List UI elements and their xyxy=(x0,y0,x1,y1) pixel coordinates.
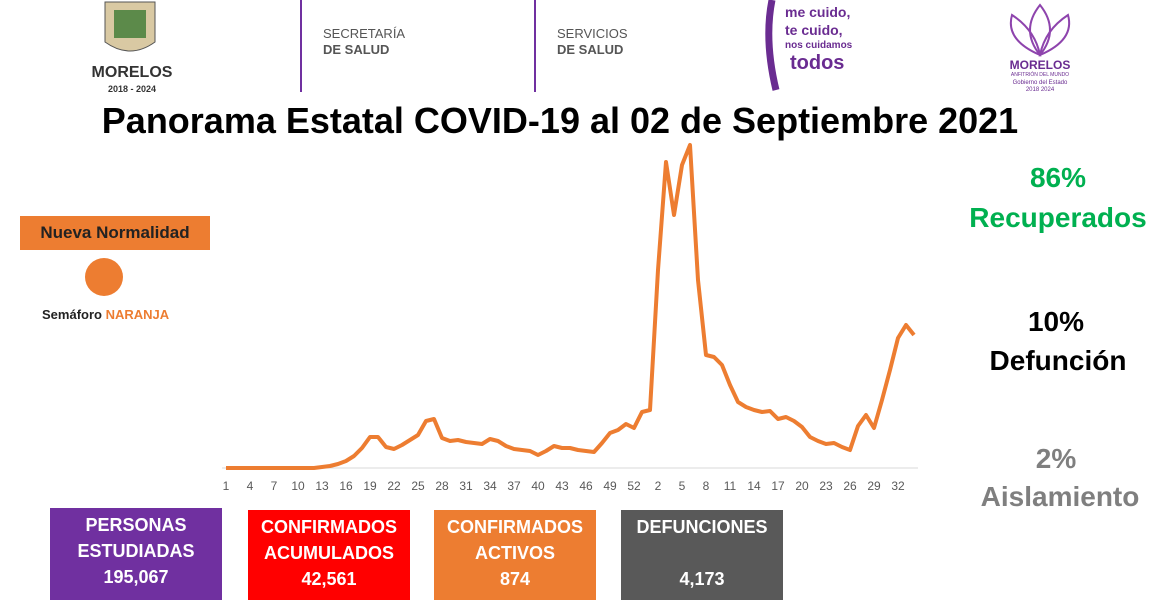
right-logo-tagline: ANFITRIÓN DEL MUNDO xyxy=(1010,72,1070,78)
slogan-line: nos cuidamos xyxy=(785,40,853,51)
x-tick-label: 20 xyxy=(795,479,809,493)
slogan-line: todos xyxy=(790,52,845,74)
x-tick-label: 37 xyxy=(507,479,521,493)
stat-value: 195,067 xyxy=(103,567,169,587)
rate-value: 10% xyxy=(1027,306,1085,337)
x-tick-label: 40 xyxy=(531,479,545,493)
secretaria-line: SECRETARÍA xyxy=(323,26,406,41)
x-tick-label: 1 xyxy=(223,479,230,493)
x-tick-label: 46 xyxy=(579,479,593,493)
stat-title: ESTUDIADAS xyxy=(77,541,195,561)
divider xyxy=(534,0,536,92)
x-tick-label: 32 xyxy=(891,479,905,493)
stat-box: DEFUNCIONES 4,173 xyxy=(621,510,783,600)
semaforo-text: Semáforo NARANJA xyxy=(42,307,169,322)
x-tick-label: 23 xyxy=(819,479,833,493)
servicios-line: SERVICIOS xyxy=(557,26,628,41)
stat-title: ACUMULADOS xyxy=(264,543,394,563)
slogan-line: te cuido, xyxy=(785,22,843,38)
semaforo-color: NARANJA xyxy=(105,307,170,322)
x-tick-label: 43 xyxy=(555,479,569,493)
x-tick-label: 5 xyxy=(679,479,686,493)
stat-title: CONFIRMADOS xyxy=(261,517,397,537)
title: Panorama Estatal COVID-19 al 02 de Septi… xyxy=(101,100,1019,141)
x-tick-label: 10 xyxy=(291,479,305,493)
state-emblem xyxy=(104,1,156,52)
right-logo-name: MORELOS xyxy=(1009,58,1071,72)
lotus-logo xyxy=(1009,3,1071,57)
x-tick-label: 16 xyxy=(339,479,353,493)
semaforo-label: Semáforo xyxy=(42,307,102,322)
x-tick-label: 11 xyxy=(724,479,737,493)
x-tick-label: 29 xyxy=(867,479,881,493)
x-tick-label: 22 xyxy=(387,479,401,493)
secretaria-line: DE SALUD xyxy=(323,42,390,57)
x-tick-label: 14 xyxy=(747,479,761,493)
x-tick-label: 31 xyxy=(459,479,473,493)
divider xyxy=(300,0,302,92)
stat-title: CONFIRMADOS xyxy=(447,517,583,537)
rate-label: Aislamiento xyxy=(980,481,1140,512)
stat-box: PERSONAS ESTUDIADAS 195,067 xyxy=(50,508,222,600)
rate-label: Defunción xyxy=(989,345,1127,376)
x-tick-label: 26 xyxy=(843,479,857,493)
stat-value: 4,173 xyxy=(679,569,725,589)
slogan-bracket xyxy=(765,0,780,91)
stat-box: CONFIRMADOS ACUMULADOS 42,561 xyxy=(248,510,410,600)
rate-value: 86% xyxy=(1029,162,1087,193)
stat-title: DEFUNCIONES xyxy=(636,517,768,537)
right-logo-sub: Gobierno del Estado xyxy=(1012,80,1068,86)
x-tick-label: 49 xyxy=(603,479,617,493)
stat-value: 874 xyxy=(499,569,531,589)
stat-value: 42,561 xyxy=(301,569,357,589)
rate-label: Recuperados xyxy=(969,202,1147,233)
state-name: MORELOS xyxy=(91,64,173,81)
x-tick-label: 28 xyxy=(435,479,449,493)
servicios-line: DE SALUD xyxy=(557,42,624,57)
status-label: Nueva Normalidad xyxy=(20,216,210,250)
status-light xyxy=(85,258,123,296)
x-tick-label: 7 xyxy=(271,479,278,493)
state-years: 2018 - 2024 xyxy=(107,84,157,94)
slogan-line: me cuido, xyxy=(785,4,851,20)
x-tick-label: 13 xyxy=(315,479,329,493)
stat-title: PERSONAS xyxy=(85,515,187,535)
x-tick-label: 19 xyxy=(363,479,377,493)
series-line xyxy=(226,143,916,470)
right-logo-years: 2018 2024 xyxy=(1025,87,1055,93)
stat-title: ACTIVOS xyxy=(474,543,555,563)
x-tick-label: 52 xyxy=(627,479,641,493)
rate-value: 2% xyxy=(1035,443,1077,474)
stat-box: CONFIRMADOS ACTIVOS 874 xyxy=(434,510,596,600)
x-tick-label: 4 xyxy=(247,479,254,493)
x-tick-label: 25 xyxy=(411,479,425,493)
x-tick-label: 2 xyxy=(655,479,662,493)
x-tick-label: 34 xyxy=(483,479,497,493)
x-tick-label: 17 xyxy=(771,479,785,493)
x-tick-label: 8 xyxy=(703,479,710,493)
